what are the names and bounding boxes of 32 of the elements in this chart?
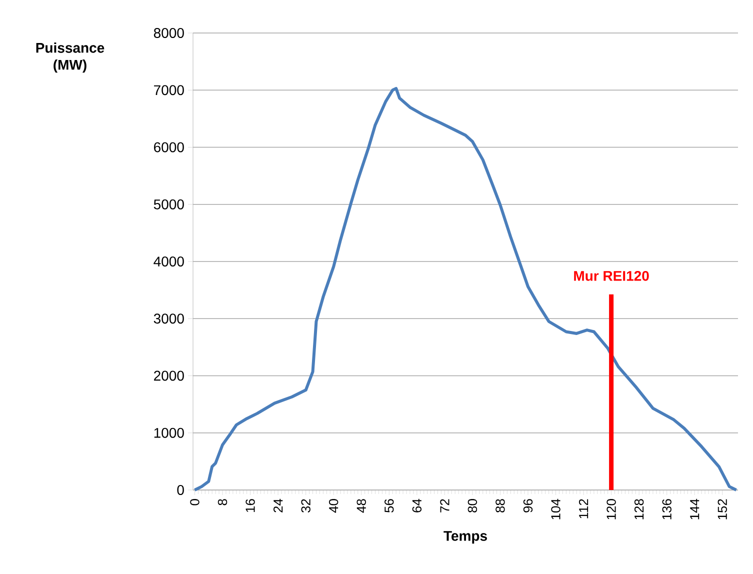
- y-tick-label: 7000: [154, 85, 184, 96]
- x-axis-title: Temps: [444, 531, 487, 544]
- y-tick-label: 1000: [154, 428, 184, 438]
- x-tick-label: 96: [523, 499, 533, 512]
- x-tick-label: 112: [578, 499, 588, 518]
- x-tick-label: 56: [384, 499, 394, 512]
- y-tick-label: 8000: [154, 28, 184, 38]
- x-tick-label: 32: [301, 499, 310, 512]
- y-tick-label: 0: [177, 485, 184, 495]
- y-tick-label: 5000: [154, 199, 184, 210]
- x-tick-label: 24: [274, 498, 283, 512]
- y-tick-label: 3000: [154, 314, 184, 324]
- x-tick-label: 152: [718, 499, 727, 520]
- x-tick-label: 16: [246, 499, 255, 512]
- x-tick-label: 64: [412, 498, 422, 512]
- x-tick-label: 72: [440, 499, 450, 512]
- x-tick-label: 120: [606, 499, 616, 520]
- x-tick-label: 8: [218, 499, 228, 506]
- x-tick-label: 104: [551, 498, 560, 520]
- x-tick-label: 128: [634, 499, 644, 520]
- y-tick-label: 2000: [154, 370, 184, 381]
- y-tick-label: 6000: [154, 142, 184, 152]
- x-tick-label: 48: [356, 499, 366, 513]
- x-tick-label: 136: [662, 499, 672, 520]
- x-tick-label: 144: [690, 498, 700, 520]
- y-axis-title: Puissance (MW): [36, 42, 104, 73]
- x-tick-label: 80: [468, 499, 478, 512]
- y-tick-label: 4000: [154, 256, 184, 266]
- x-tick-label: 0: [190, 499, 200, 506]
- x-tick-label: 88: [496, 499, 505, 512]
- x-tick-label: 40: [328, 499, 338, 513]
- ref-line-label: Mur REI120: [574, 270, 649, 281]
